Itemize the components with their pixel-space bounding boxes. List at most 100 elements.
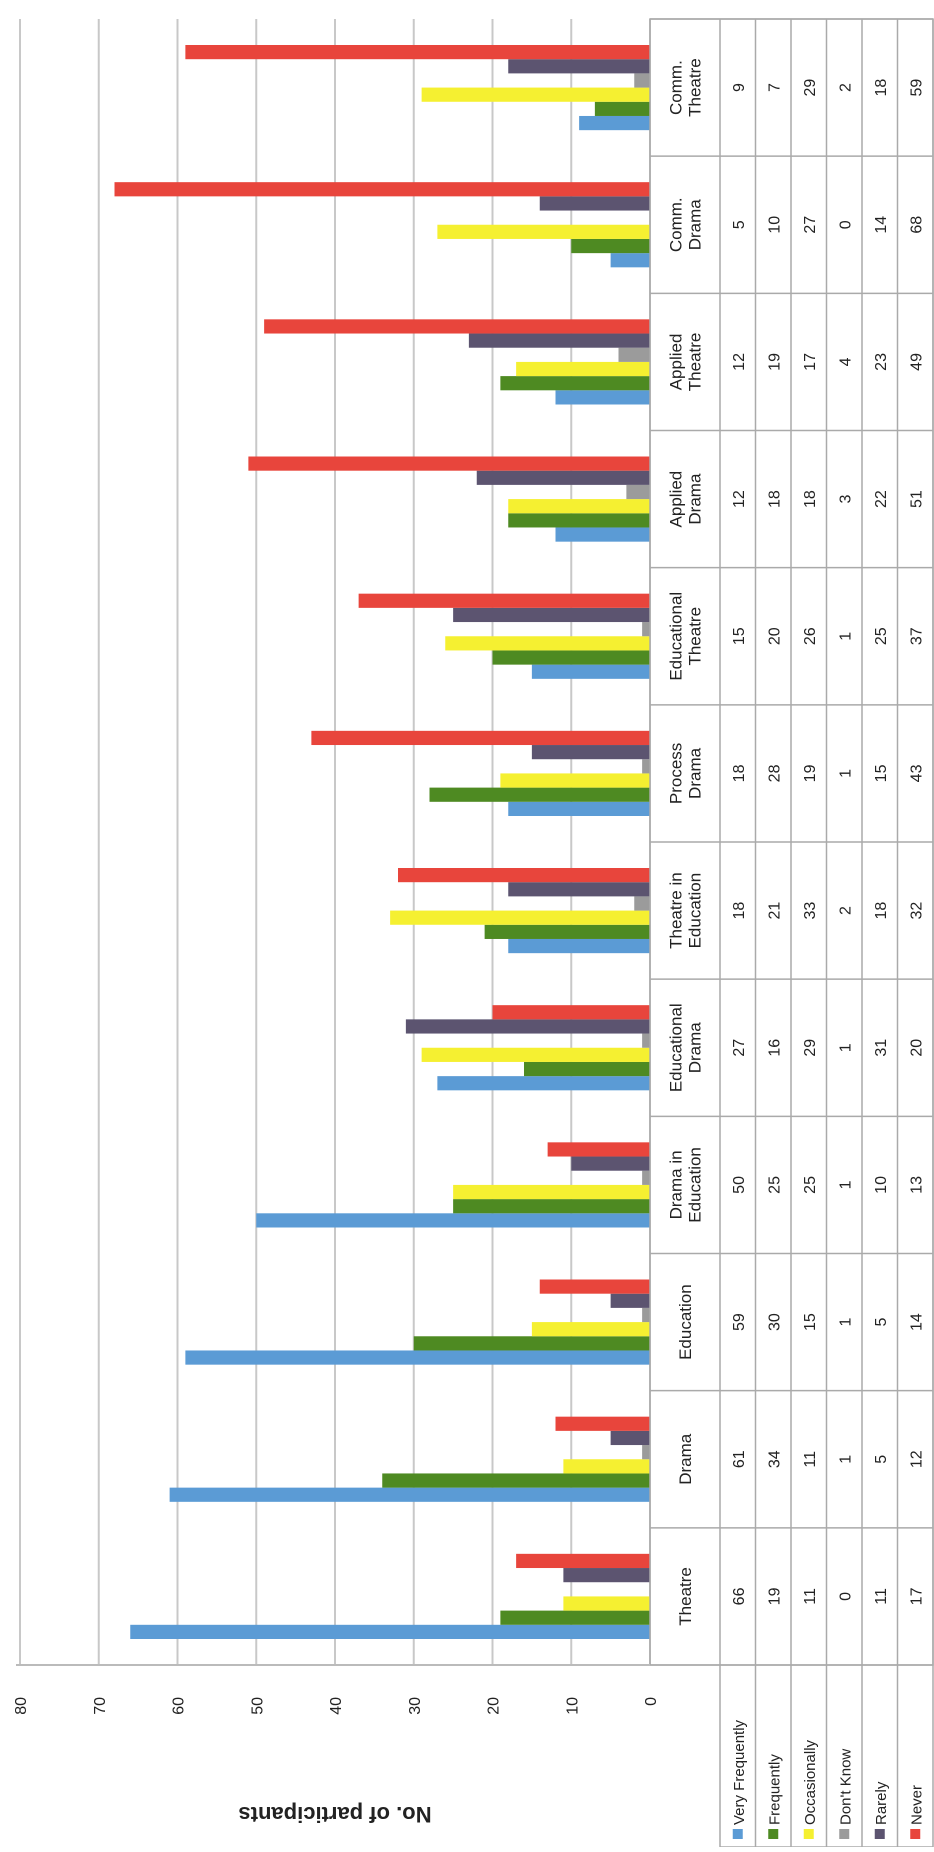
table-value: 37 bbox=[908, 627, 925, 645]
bar bbox=[453, 1199, 650, 1214]
table-value: 20 bbox=[766, 627, 783, 645]
table-value: 29 bbox=[802, 1039, 819, 1057]
category-label: Process bbox=[667, 743, 686, 804]
bar bbox=[642, 1445, 650, 1460]
legend-label: Don't Know bbox=[837, 1749, 854, 1825]
bar bbox=[634, 896, 650, 911]
bar bbox=[642, 1033, 650, 1048]
category-label: Drama bbox=[686, 747, 705, 799]
bar bbox=[445, 636, 650, 651]
table-value: 2 bbox=[837, 906, 854, 915]
category-label: Applied bbox=[667, 471, 686, 528]
bar bbox=[358, 593, 650, 608]
table-value: 66 bbox=[731, 1587, 748, 1605]
table-value: 18 bbox=[802, 490, 819, 508]
category-label: Applied bbox=[667, 334, 686, 391]
bar bbox=[264, 319, 650, 334]
table-value: 15 bbox=[802, 1313, 819, 1331]
bar bbox=[642, 622, 650, 637]
table-value: 59 bbox=[731, 1313, 748, 1331]
legend-label: Never bbox=[908, 1785, 925, 1825]
table-value: 12 bbox=[731, 353, 748, 371]
table-value: 59 bbox=[908, 79, 925, 97]
bar bbox=[468, 333, 650, 348]
category-label: Theatre bbox=[686, 607, 705, 666]
table-value: 2 bbox=[837, 83, 854, 92]
table-value: 21 bbox=[766, 902, 783, 920]
table-value: 7 bbox=[766, 83, 783, 92]
table-value: 50 bbox=[731, 1176, 748, 1194]
table-value: 15 bbox=[873, 764, 890, 782]
bar bbox=[563, 1459, 650, 1474]
table-value: 25 bbox=[766, 1176, 783, 1194]
category-label: Educational bbox=[667, 592, 686, 681]
bar bbox=[484, 924, 650, 939]
legend-key bbox=[839, 1829, 850, 1839]
category-label: Theatre bbox=[676, 1567, 695, 1626]
table-value: 26 bbox=[802, 627, 819, 645]
bar bbox=[618, 347, 650, 362]
table-value: 3 bbox=[837, 495, 854, 504]
category-label: Drama bbox=[676, 1433, 695, 1485]
y-axis: 0 10 20 30 40 50 60 70 80 No. of participants bbox=[13, 1664, 660, 1827]
legend-key bbox=[732, 1829, 743, 1839]
bar bbox=[516, 1553, 650, 1569]
bars bbox=[114, 45, 650, 1639]
legend-key bbox=[803, 1829, 814, 1839]
bar bbox=[524, 1061, 650, 1077]
table-value: 18 bbox=[731, 902, 748, 920]
bar bbox=[539, 196, 650, 211]
category-label: Theatre in bbox=[667, 872, 686, 949]
legend-key bbox=[874, 1829, 885, 1839]
bar bbox=[405, 1019, 650, 1034]
bar bbox=[626, 484, 650, 500]
y-tick-label: 0 bbox=[643, 1697, 660, 1706]
bar bbox=[610, 1430, 650, 1446]
table-value: 17 bbox=[908, 1587, 925, 1605]
bar bbox=[437, 224, 650, 239]
bar bbox=[571, 1156, 650, 1171]
table-value: 18 bbox=[731, 764, 748, 782]
table-value: 11 bbox=[802, 1451, 819, 1468]
bar bbox=[555, 1416, 650, 1431]
table-value: 1 bbox=[837, 1455, 854, 1464]
bar bbox=[311, 730, 650, 746]
bar bbox=[610, 253, 650, 268]
category-label: Theatre bbox=[686, 333, 705, 392]
bar bbox=[500, 773, 650, 788]
bar bbox=[579, 115, 650, 131]
bar bbox=[413, 1336, 650, 1351]
table-value: 5 bbox=[731, 220, 748, 229]
table-value: 4 bbox=[837, 357, 854, 366]
table-value: 32 bbox=[908, 902, 925, 920]
y-tick-label: 50 bbox=[249, 1697, 266, 1715]
table-value: 29 bbox=[802, 79, 819, 97]
bar bbox=[531, 745, 650, 760]
table-value: 27 bbox=[802, 216, 819, 234]
table-value: 10 bbox=[766, 216, 783, 234]
bar bbox=[492, 1005, 650, 1020]
bar bbox=[508, 59, 650, 74]
bar bbox=[492, 650, 650, 665]
table-value: 28 bbox=[766, 764, 783, 782]
table-value: 10 bbox=[873, 1176, 890, 1194]
table-value: 12 bbox=[908, 1450, 925, 1468]
y-tick-label: 60 bbox=[171, 1697, 188, 1715]
table-value: 1 bbox=[837, 1180, 854, 1189]
category-label: Drama bbox=[686, 199, 705, 251]
y-axis-title: No. of participants bbox=[238, 1802, 431, 1827]
category-label: Educational bbox=[667, 1003, 686, 1092]
bar bbox=[531, 1322, 650, 1337]
bar bbox=[555, 527, 650, 542]
y-tick-label: 20 bbox=[486, 1697, 503, 1715]
legend-label: Very Frequently bbox=[731, 1719, 748, 1825]
bar bbox=[114, 182, 650, 197]
table-value: 1 bbox=[837, 769, 854, 778]
table-value: 43 bbox=[908, 764, 925, 782]
table-value: 1 bbox=[837, 1043, 854, 1052]
table-value: 22 bbox=[873, 490, 890, 508]
table-value: 5 bbox=[873, 1455, 890, 1464]
bar bbox=[185, 1350, 650, 1365]
bar bbox=[398, 868, 650, 883]
